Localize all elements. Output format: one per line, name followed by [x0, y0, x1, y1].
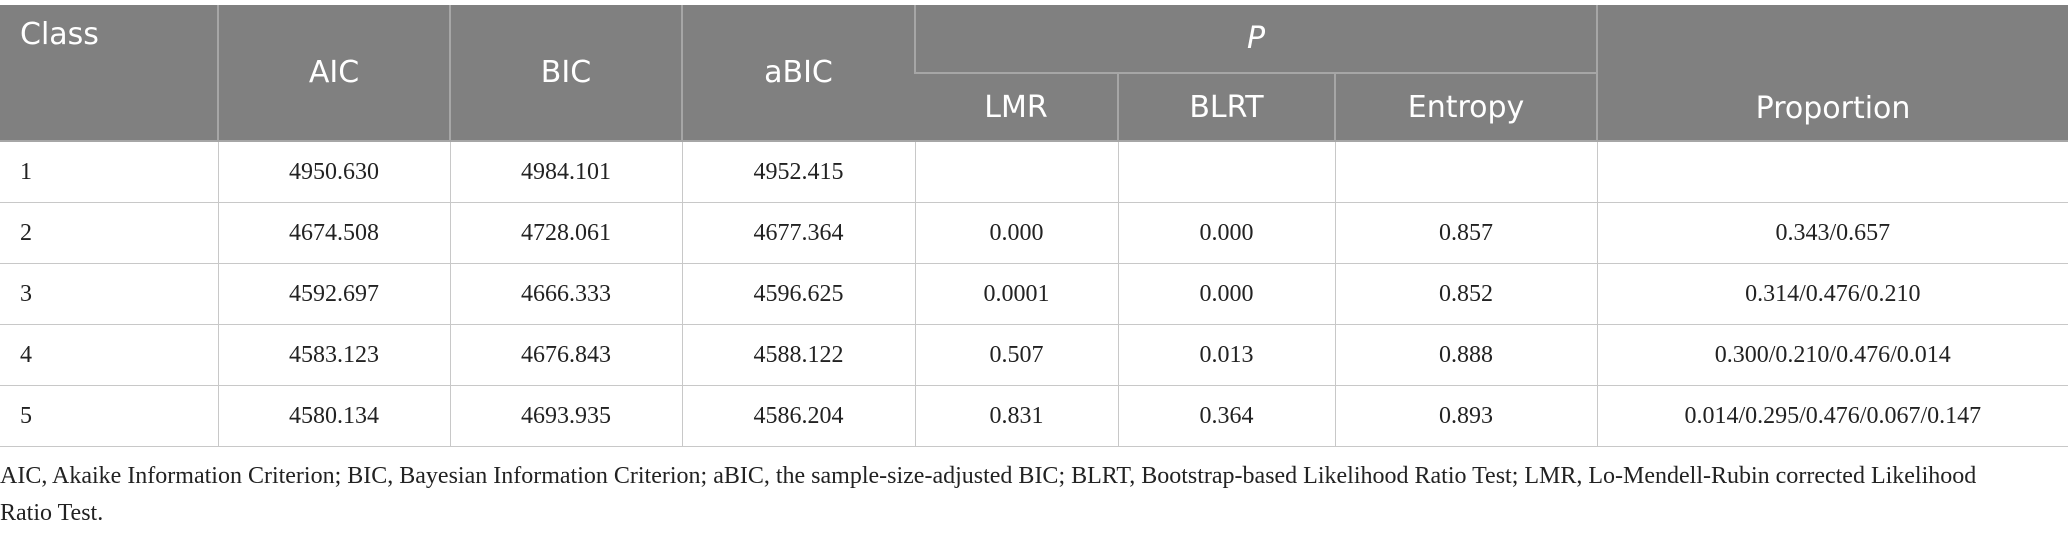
table-cell: 5: [0, 385, 219, 447]
table-cell: 4950.630: [217, 140, 451, 203]
table-cell: 4596.625: [681, 263, 916, 325]
table-row: 5 4580.134 4693.935 4586.204 0.831 0.364 0.893…: [0, 385, 2068, 447]
header-cell: aBIC: [681, 5, 915, 142]
table-cell: 0.000: [914, 202, 1119, 264]
table-cell: 0.300/0.210/0.476/0.014: [1596, 324, 2068, 386]
table-cell: 4677.364: [681, 202, 916, 264]
header-cell: P: [913, 5, 1598, 74]
table-cell: 4592.697: [217, 263, 451, 325]
table-cell: 3: [0, 263, 219, 325]
table-cell: 4: [0, 324, 219, 386]
table-row: 1 4950.630 4984.101 4952.415: [0, 140, 2068, 203]
table-cell: 4728.061: [449, 202, 683, 264]
table-cell: [914, 140, 1119, 203]
table-body: 1 4950.630 4984.101 4952.415 2 4674.508 4728.0…: [0, 140, 2068, 447]
header-cell: LMR: [915, 73, 1118, 142]
table-cell: 4693.935: [449, 385, 683, 447]
table-cell: 0.831: [914, 385, 1119, 447]
table-cell: 4674.508: [217, 202, 451, 264]
table-cell: 0.857: [1334, 202, 1598, 264]
table-cell: 0.000: [1117, 263, 1336, 325]
header-cell: BLRT: [1117, 73, 1335, 142]
table-cell: 4676.843: [449, 324, 683, 386]
header-row: LMR BLRT Entropy: [0, 73, 2068, 142]
table-cell: [1117, 140, 1336, 203]
header-cell: BIC: [449, 5, 682, 142]
table-cell: 4580.134: [217, 385, 451, 447]
table-cell: 0.852: [1334, 263, 1598, 325]
footnote: AIC, Akaike Information Criterion; BIC, …: [0, 463, 1977, 526]
header-cell: AIC: [217, 5, 450, 142]
table-cell: 0.507: [914, 324, 1119, 386]
table-cell: 0.000: [1117, 202, 1336, 264]
results-table: Class AIC BIC aBIC P Proportion LMR BLRT…: [0, 5, 2068, 447]
table-row: 4 4583.123 4676.843 4588.122 0.507 0.013 0.888…: [0, 324, 2068, 386]
table-cell: 0.343/0.657: [1596, 202, 2068, 264]
table-cell: 4952.415: [681, 140, 916, 203]
table-cell: [1596, 140, 2068, 203]
table-cell: 4666.333: [449, 263, 683, 325]
header-cell: Proportion: [1596, 5, 2068, 142]
table-cell: 4984.101: [449, 140, 683, 203]
header-row: Class AIC BIC aBIC P Proportion: [0, 5, 2068, 142]
header-cell: Class: [0, 5, 218, 142]
table-cell: 0.314/0.476/0.210: [1596, 263, 2068, 325]
table-cell: 1: [0, 140, 219, 203]
table-row: 3 4592.697 4666.333 4596.625 0.0001 0.000 0.85…: [0, 263, 2068, 325]
table-cell: 2: [0, 202, 219, 264]
table-cell: [1334, 140, 1598, 203]
table-cell: 4588.122: [681, 324, 916, 386]
table-cell: 0.364: [1117, 385, 1336, 447]
table-cell: 4583.123: [217, 324, 451, 386]
table-header: Class AIC BIC aBIC P Proportion LMR BLRT…: [0, 5, 2068, 142]
table-cell: 4586.204: [681, 385, 916, 447]
table-cell: 0.013: [1117, 324, 1336, 386]
table-cell: 0.893: [1334, 385, 1598, 447]
table-cell: 0.014/0.295/0.476/0.067/0.147: [1596, 385, 2068, 447]
header-cell: Entropy: [1333, 73, 1598, 142]
table-row: 2 4674.508 4728.061 4677.364 0.000 0.000 0.857…: [0, 202, 2068, 264]
table-cell: 0.888: [1334, 324, 1598, 386]
table-cell: 0.0001: [914, 263, 1119, 325]
